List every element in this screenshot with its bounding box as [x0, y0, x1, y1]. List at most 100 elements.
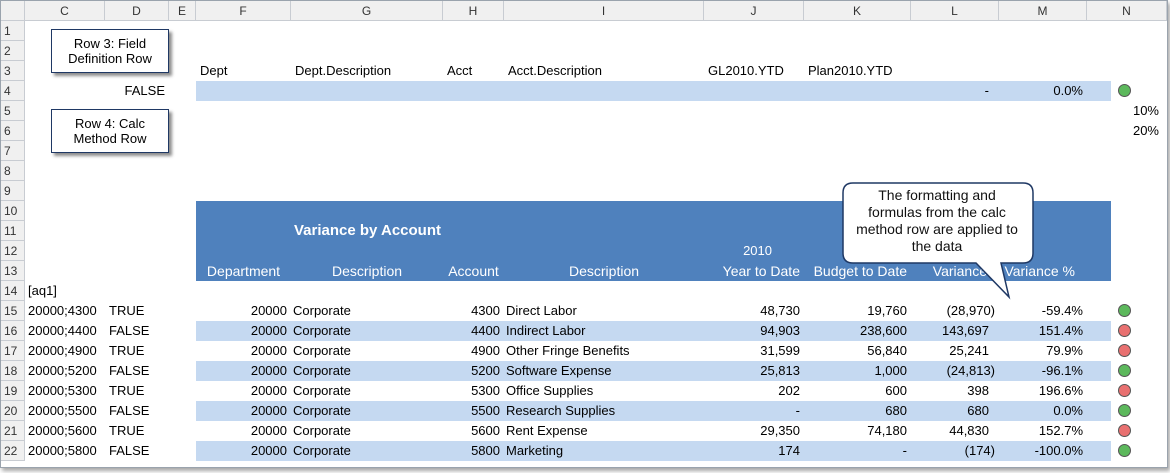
cell: 0.0%: [999, 401, 1087, 421]
row-header: 1: [1, 21, 25, 41]
cell: FALSE: [105, 81, 169, 101]
status-indicator: [1118, 424, 1131, 437]
cell: Account: [443, 261, 504, 281]
cell: 238,600: [804, 321, 911, 341]
cell: -: [804, 441, 911, 461]
cell: 174: [704, 441, 804, 461]
cell: Acct: [443, 61, 504, 81]
column-header: M: [999, 1, 1087, 21]
cell: TRUE: [105, 381, 169, 401]
cell: FALSE: [105, 361, 169, 381]
status-indicator: [1118, 324, 1131, 337]
cell: Marketing: [504, 441, 704, 461]
cell: Corporate: [291, 421, 443, 441]
cell: Description: [291, 261, 443, 281]
cell: 19,760: [804, 301, 911, 321]
cell: Office Supplies: [504, 381, 704, 401]
row-header: 14: [1, 281, 25, 301]
row-header: 9: [1, 181, 25, 201]
cell: Variance %: [999, 261, 1087, 281]
cell: 20000: [196, 381, 291, 401]
cell: 44,830: [911, 421, 999, 441]
column-header: I: [504, 1, 704, 21]
cell: 56,840: [804, 341, 911, 361]
column-header: L: [911, 1, 999, 21]
cell: 4900: [443, 341, 504, 361]
status-indicator: [1118, 304, 1131, 317]
cell: -: [911, 81, 999, 101]
cell: 1,000: [804, 361, 911, 381]
cell: TRUE: [105, 301, 169, 321]
status-indicator: [1118, 384, 1131, 397]
status-indicator: [1118, 84, 1131, 97]
cell: 79.9%: [999, 341, 1087, 361]
cell: 152.7%: [999, 421, 1087, 441]
cell: Dept.Description: [291, 61, 443, 81]
row-header: 21: [1, 421, 25, 441]
cell: 25,813: [704, 361, 804, 381]
cell: Acct.Description: [504, 61, 704, 81]
cell: 48,730: [704, 301, 804, 321]
row-header: 17: [1, 341, 25, 361]
cell: 143,697: [911, 321, 999, 341]
cell: (174): [911, 441, 999, 461]
row-header: 12: [1, 241, 25, 261]
cell: 4400: [443, 321, 504, 341]
cell: 5600: [443, 421, 504, 441]
cell: 5300: [443, 381, 504, 401]
cell: -59.4%: [999, 301, 1087, 321]
cell: 20000;5200: [25, 361, 105, 381]
cell: Other Fringe Benefits: [504, 341, 704, 361]
cell: Corporate: [291, 301, 443, 321]
cell: 10%: [1087, 101, 1167, 121]
row-header: 13: [1, 261, 25, 281]
cell: 20000: [196, 361, 291, 381]
row-header: 11: [1, 221, 25, 241]
cell: 20000: [196, 341, 291, 361]
cell: [aq1]: [25, 281, 105, 301]
cell: 0.0%: [999, 81, 1087, 101]
cell: 680: [804, 401, 911, 421]
cell: 20000: [196, 301, 291, 321]
column-header: J: [704, 1, 804, 21]
cell: 680: [911, 401, 999, 421]
status-indicator: [1118, 344, 1131, 357]
cell: Direct Labor: [504, 301, 704, 321]
cell: FALSE: [105, 441, 169, 461]
cell: TRUE: [105, 341, 169, 361]
cell: Corporate: [291, 401, 443, 421]
callout-box: Row 3: Field Definition Row: [51, 29, 169, 73]
cell: 20000;5500: [25, 401, 105, 421]
cell: 20000;5300: [25, 381, 105, 401]
row-header: 7: [1, 141, 25, 161]
cell: 20000: [196, 441, 291, 461]
cell: 5200: [443, 361, 504, 381]
cell: Corporate: [291, 361, 443, 381]
cell: 20000: [196, 401, 291, 421]
cell: -96.1%: [999, 361, 1087, 381]
cell: Corporate: [291, 381, 443, 401]
cell: 20000;4900: [25, 341, 105, 361]
row-header: 22: [1, 441, 25, 461]
row-header: 3: [1, 61, 25, 81]
cell: 20000: [196, 421, 291, 441]
row-header: 8: [1, 161, 25, 181]
cell: 20000;4400: [25, 321, 105, 341]
row-header: 15: [1, 301, 25, 321]
cell: Variance: [911, 261, 999, 281]
bubble-text: The formatting and formulas from the cal…: [851, 187, 1023, 255]
row-header: 19: [1, 381, 25, 401]
cell: Corporate: [291, 441, 443, 461]
cell: GL2010.YTD: [704, 61, 804, 81]
cell: Research Supplies: [504, 401, 704, 421]
row-header: 16: [1, 321, 25, 341]
row-header: 6: [1, 121, 25, 141]
cell: Budget to Date: [804, 261, 911, 281]
cell: 74,180: [804, 421, 911, 441]
cell: 2010: [704, 241, 804, 261]
cell: 5500: [443, 401, 504, 421]
cell: Corporate: [291, 341, 443, 361]
cell: Indirect Labor: [504, 321, 704, 341]
row-header: 10: [1, 201, 25, 221]
